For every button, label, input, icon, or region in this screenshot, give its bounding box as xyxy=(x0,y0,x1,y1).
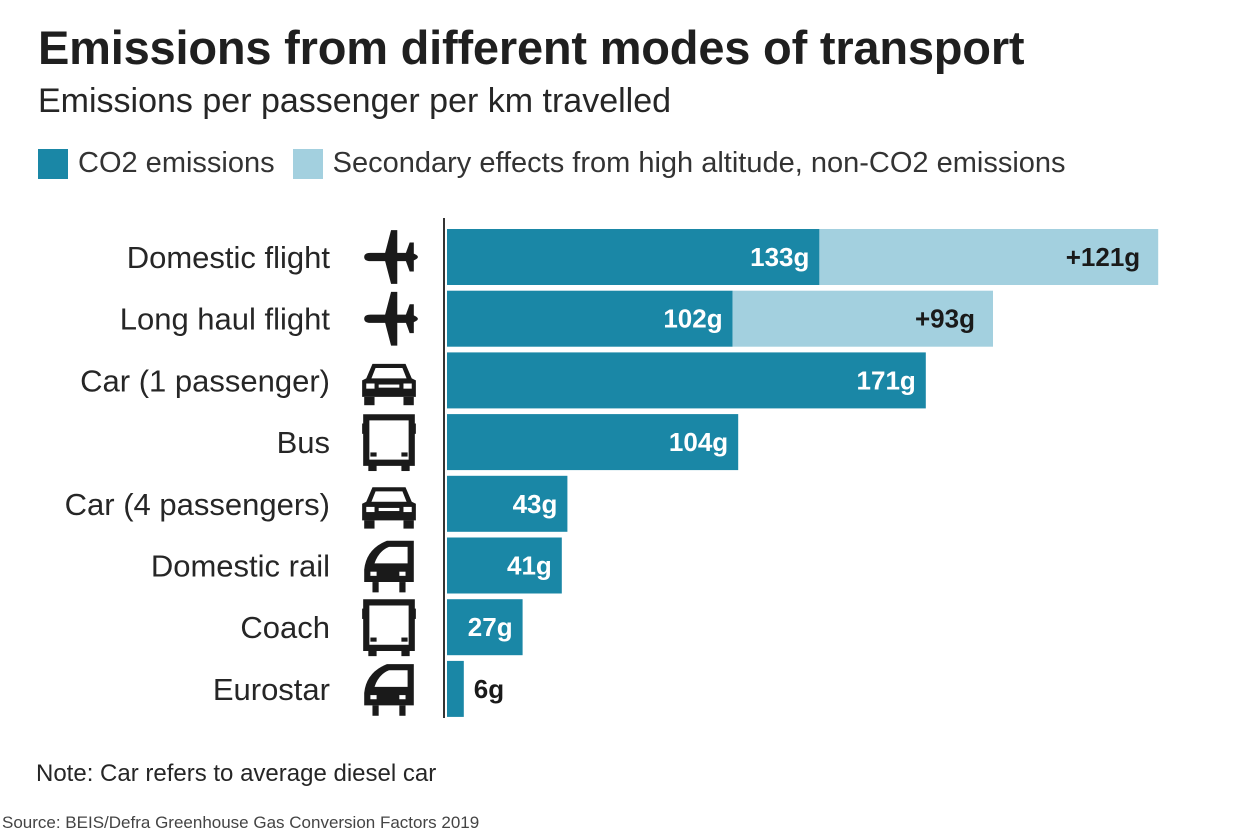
data-label-co2-bus: 104g xyxy=(669,427,728,457)
category-label-eurostar: Eurostar xyxy=(213,672,330,707)
bus-icon xyxy=(362,602,416,656)
legend-item-co2: CO2 emissions xyxy=(38,147,275,180)
bar-chart: Domestic flight 133g +121g Long haul flight… xyxy=(65,218,1159,718)
category-label-coach: Coach xyxy=(240,610,330,645)
bar-co2-coach xyxy=(447,599,523,656)
category-label-car-1-passenger: Car (1 passenger) xyxy=(80,363,330,398)
chart-title: Emissions from different modes of transp… xyxy=(38,21,1025,74)
data-label-co2-domestic-rail: 41g xyxy=(507,551,552,581)
chart-source: Source: BEIS/Defra Greenhouse Gas Conver… xyxy=(2,813,480,832)
bus-icon xyxy=(362,417,416,471)
bar-co2-domestic-flight xyxy=(447,229,820,285)
bar-co2-eurostar xyxy=(447,660,464,717)
car-icon xyxy=(362,363,416,406)
legend-item-secondary: Secondary effects from high altitude, no… xyxy=(292,147,1066,180)
category-label-domestic-rail: Domestic rail xyxy=(151,549,330,584)
legend-label-secondary: Secondary effects from high altitude, no… xyxy=(332,147,1066,179)
chart-legend: CO2 emissions Secondary effects from hig… xyxy=(38,147,1084,180)
bar-co2-bus xyxy=(447,414,739,471)
category-label-car-4-passengers: Car (4 passengers) xyxy=(65,487,330,522)
category-label-domestic-flight: Domestic flight xyxy=(127,240,331,275)
legend-swatch-co2 xyxy=(38,148,68,179)
plane-icon xyxy=(364,291,418,346)
plane-icon xyxy=(364,230,418,284)
bar-co2-domestic-rail xyxy=(447,537,562,594)
data-label-co2-domestic-flight: 133g xyxy=(750,242,809,272)
category-label-bus: Bus xyxy=(277,425,330,460)
train-icon xyxy=(364,664,414,716)
bar-co2-long-haul-flight xyxy=(447,290,733,347)
legend-swatch-secondary xyxy=(292,148,323,179)
data-label-co2-car-1-passenger: 171g xyxy=(857,365,916,395)
legend-label-co2: CO2 emissions xyxy=(78,147,275,179)
bar-co2-car-4-passengers xyxy=(447,475,568,532)
data-label-secondary-long-haul-flight: +93g xyxy=(915,304,975,334)
train-icon xyxy=(364,540,414,593)
bar-co2-car-1-passenger xyxy=(447,352,926,409)
car-icon xyxy=(362,487,416,529)
data-label-co2-eurostar: 6g xyxy=(474,674,504,704)
data-label-co2-long-haul-flight: 102g xyxy=(663,304,722,334)
data-label-co2-car-4-passengers: 43g xyxy=(513,489,558,519)
data-label-secondary-domestic-flight: +121g xyxy=(1066,242,1140,272)
bar-secondary-domestic-flight xyxy=(819,229,1159,285)
data-label-co2-coach: 27g xyxy=(468,612,513,642)
chart-note: Note: Car refers to average diesel car xyxy=(36,760,437,787)
chart-subtitle: Emissions per passenger per km travelled xyxy=(38,82,672,120)
bar-secondary-long-haul-flight xyxy=(732,290,993,347)
bars-group: Domestic flight 133g +121g Long haul flight… xyxy=(65,229,1159,717)
category-label-long-haul-flight: Long haul flight xyxy=(120,302,331,337)
